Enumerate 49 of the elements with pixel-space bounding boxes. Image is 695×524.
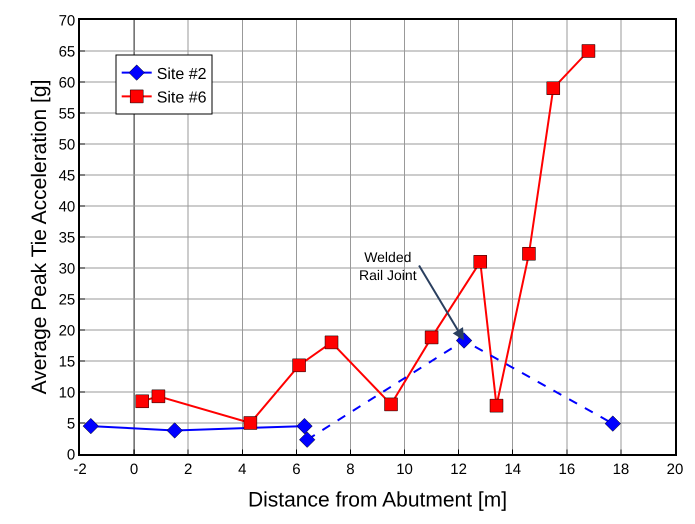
y-tick-label: 35 — [58, 229, 76, 246]
y-tick-label: 45 — [58, 167, 76, 184]
point — [384, 398, 398, 412]
point — [424, 330, 438, 344]
x-tick-label: 6 — [292, 460, 301, 478]
y-tick-label: 50 — [58, 136, 76, 154]
point — [522, 246, 536, 260]
point — [299, 432, 316, 448]
y-axis-title: Average Peak Tie Acceleration [g] — [28, 80, 52, 394]
y-tick-label: 20 — [58, 322, 76, 340]
point — [135, 394, 149, 408]
x-tick-label: 14 — [504, 460, 522, 478]
y-tick-label: 70 — [58, 12, 76, 30]
point — [292, 358, 306, 372]
legend-label: Site #6 — [156, 90, 207, 107]
x-tick-label: 0 — [130, 460, 138, 478]
point — [296, 418, 313, 434]
x-tick-label: 8 — [346, 460, 355, 478]
y-tick-label: 65 — [58, 43, 76, 60]
y-tick-label: 0 — [66, 446, 76, 464]
y-tick-label: 40 — [58, 198, 76, 216]
x-tick-label: 12 — [450, 460, 467, 478]
x-tick-label: 4 — [238, 460, 246, 478]
annotation: Welded Rail Joint — [359, 249, 417, 284]
y-tick-label: 5 — [66, 415, 76, 432]
y-tick-label: 30 — [58, 260, 76, 278]
point — [474, 255, 488, 269]
x-tick-label: 2 — [184, 460, 192, 478]
x-tick-label: 10 — [396, 460, 413, 478]
x-axis-title: Distance from Abutment [m] — [248, 488, 508, 512]
point — [152, 390, 166, 404]
x-tick-label: 16 — [558, 460, 576, 478]
x-tick-label: 18 — [612, 460, 630, 478]
legend-label: Site #2 — [156, 66, 207, 83]
point — [490, 398, 504, 412]
point — [244, 416, 258, 430]
y-tick-label: 25 — [58, 291, 76, 308]
x-tick-label: 20 — [666, 460, 684, 478]
y-tick-label: 10 — [58, 384, 76, 402]
y-tick-label: 15 — [58, 353, 76, 370]
y-tick-label: 60 — [58, 74, 76, 92]
point — [604, 416, 621, 432]
point — [324, 336, 338, 350]
point — [582, 44, 596, 58]
point — [546, 81, 560, 95]
point — [166, 422, 183, 438]
y-tick-label: 55 — [58, 105, 76, 122]
x-tick-label: -2 — [73, 460, 87, 478]
point — [82, 418, 99, 434]
